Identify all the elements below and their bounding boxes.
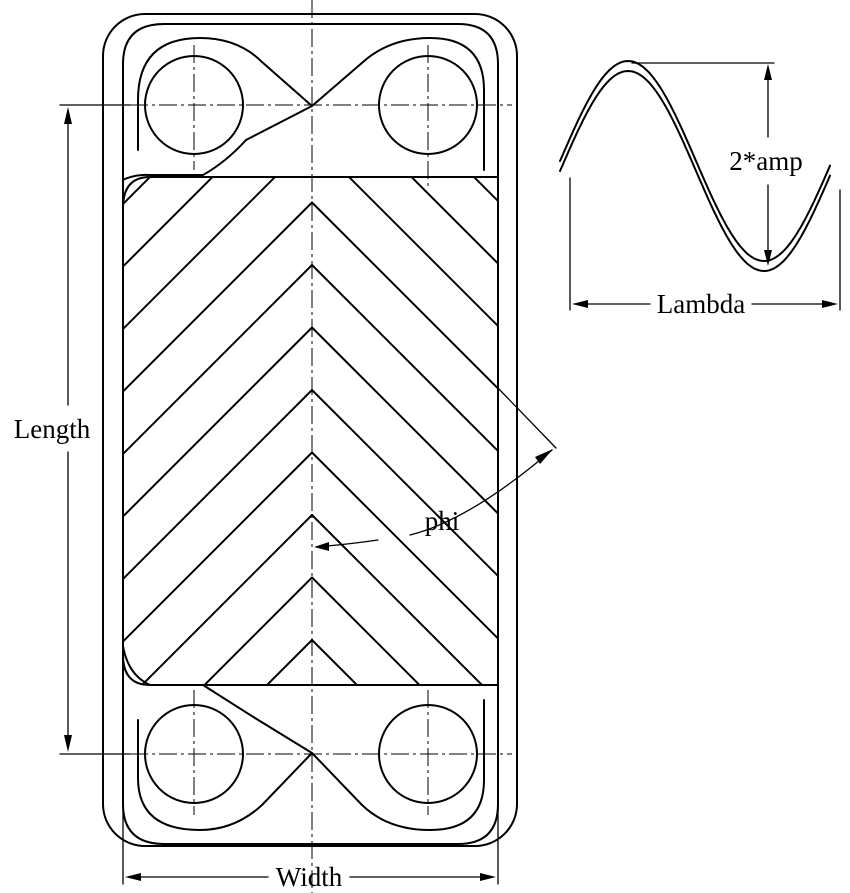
width-label: Width [276, 862, 343, 892]
chevron-line-right [311, 326, 498, 515]
lambda-label: Lambda [657, 289, 745, 319]
wave-upper-stroke [559, 60, 831, 262]
chevron-line-left [140, 514, 313, 685]
chevron-line-right [311, 451, 498, 640]
chevron-line-right [311, 576, 421, 685]
chevron-line-right [311, 639, 359, 685]
bottom-port-gasket [122, 645, 485, 831]
chevron-line-right [347, 177, 498, 328]
chevron-line-left [123, 177, 277, 331]
chevron-line-right [312, 765, 850, 893]
chevron-line-right [312, 828, 850, 893]
length-dimension [59, 104, 131, 755]
chevron-line-right [312, 703, 850, 893]
width-dimension [122, 807, 499, 885]
chevron-line-left [265, 639, 313, 685]
length-label: Length [14, 414, 91, 444]
phi-angle-annotation [314, 386, 557, 551]
lambda-dimension [569, 177, 841, 311]
amplitude-dimension [631, 62, 775, 266]
chevron-line-right [472, 177, 498, 203]
top-port-gasket [122, 37, 485, 181]
chevron-line-right [311, 264, 498, 453]
chevron-line-left [123, 326, 313, 518]
chevron-line-right [311, 514, 484, 685]
gasket-outline [122, 23, 499, 845]
corrugation-profile [559, 60, 831, 272]
chevron-line-left [203, 576, 313, 685]
plate-outer-outline [102, 13, 518, 847]
bottom-port-gasket-left [137, 719, 313, 831]
chevron-line-left [123, 451, 313, 643]
wave-lower-stroke [559, 70, 831, 272]
heat-transfer-area [122, 176, 499, 686]
amplitude-label: 2*amp [729, 146, 803, 176]
top-port-gasket-left [137, 37, 313, 151]
chevron-line-left [0, 0, 312, 450]
chevron-line-left [0, 828, 312, 893]
chevron-line-right [312, 0, 850, 450]
chevron-line-right [311, 201, 498, 390]
chevron-line-left [123, 264, 313, 456]
chevron-line-left [0, 703, 312, 893]
chevron-line-left [123, 389, 313, 581]
chevron-line-right [311, 389, 498, 578]
phi-label: phi [425, 506, 460, 536]
chevron-line-left [123, 201, 313, 393]
